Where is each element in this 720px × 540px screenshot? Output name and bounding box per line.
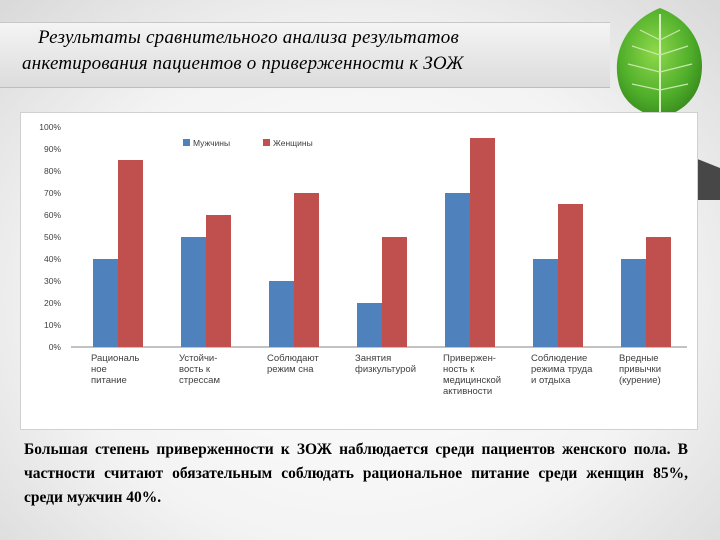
legend-swatch-men: [183, 139, 190, 146]
category-label: (курение): [619, 375, 661, 386]
bar-women: [382, 237, 407, 347]
legend-label: Мужчины: [193, 138, 230, 148]
y-tick-label: 30%: [44, 276, 61, 286]
bar-men: [445, 193, 470, 347]
bar-women: [558, 204, 583, 347]
y-tick-label: 60%: [44, 210, 61, 220]
bar-men: [93, 259, 118, 347]
bar-men: [621, 259, 646, 347]
bar-men: [533, 259, 558, 347]
y-tick-label: 100%: [39, 122, 61, 132]
y-tick-label: 20%: [44, 298, 61, 308]
description-text: Большая степень приверженности к ЗОЖ наб…: [24, 441, 688, 506]
slide-title-line-2: анкетирования пациентов о приверженности…: [22, 53, 464, 74]
y-tick-label: 40%: [44, 254, 61, 264]
category-label: Соблюдение: [531, 353, 587, 364]
category-label: стрессам: [179, 375, 220, 386]
category-label: медицинской: [443, 375, 501, 386]
category-label: вость к: [179, 364, 211, 375]
bar-women: [118, 160, 143, 347]
category-label: привычки: [619, 364, 661, 375]
category-label: Соблюдают: [267, 353, 319, 364]
category-label: Вредные: [619, 353, 659, 364]
bar-women: [294, 193, 319, 347]
bar-men: [181, 237, 206, 347]
category-label: ное: [91, 364, 107, 375]
category-label: режим сна: [267, 364, 314, 375]
bar-chart: 0% 10% 20% 30% 40% 50% 60% 70% 80% 90% 100% Рациона…: [39, 122, 687, 397]
y-tick-label: 90%: [44, 144, 61, 154]
title-bar: [0, 22, 610, 88]
bar-men: [357, 303, 382, 347]
category-label: Занятия: [355, 353, 391, 364]
legend-swatch-women: [263, 139, 270, 146]
y-tick-label: 80%: [44, 166, 61, 176]
slide-title-line-1: Результаты сравнительного анализа резуль…: [38, 27, 459, 48]
bar-women: [470, 138, 495, 347]
bar-men: [269, 281, 294, 347]
category-label: Рациональ: [91, 353, 139, 364]
category-label: Устойчи-: [179, 353, 217, 364]
category-label: и отдыха: [531, 375, 571, 386]
category-label: активности: [443, 386, 492, 397]
bar-women: [646, 237, 671, 347]
category-label: питание: [91, 375, 127, 386]
y-tick-label: 70%: [44, 188, 61, 198]
y-tick-label: 50%: [44, 232, 61, 242]
chart-frame: 0% 10% 20% 30% 40% 50% 60% 70% 80% 90% 100% Рациона…: [20, 112, 698, 430]
category-label: режима труда: [531, 364, 593, 375]
category-label: ность к: [443, 364, 475, 375]
legend-label: Женщины: [273, 138, 313, 148]
category-label: физкультурой: [355, 364, 416, 375]
y-tick-label: 0%: [49, 342, 62, 352]
bar-women: [206, 215, 231, 347]
y-tick-label: 10%: [44, 320, 61, 330]
category-label: Привержен-: [443, 353, 496, 364]
